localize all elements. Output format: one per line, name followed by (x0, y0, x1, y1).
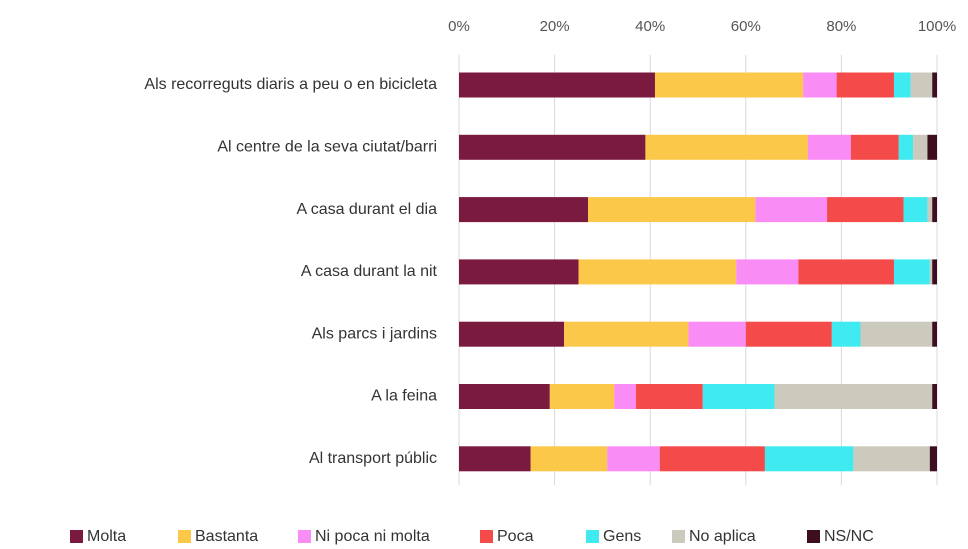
bar-segment (549, 384, 615, 409)
bar-segment (927, 197, 933, 223)
bar-segment (578, 259, 737, 285)
bar-segment (614, 384, 636, 409)
bar-segment (929, 446, 937, 472)
x-tick-label: 100% (918, 18, 956, 35)
category-label: Al centre de la seva ciutat/barri (217, 139, 437, 156)
legend-swatch (480, 530, 493, 543)
bar-segment (530, 446, 608, 472)
bar-segment (893, 259, 930, 285)
legend-label: No aplica (689, 528, 756, 545)
x-tick-label: 0% (448, 18, 470, 35)
legend-label: Molta (87, 528, 126, 545)
bar-segment (836, 72, 894, 98)
category-label: Al transport públic (309, 450, 437, 467)
bar-segment (745, 321, 832, 347)
bar-segment (459, 321, 565, 347)
legend-swatch (672, 530, 685, 543)
category-label: Als parcs i jardins (312, 325, 437, 342)
bar-segment (635, 384, 703, 409)
bar-segment (932, 321, 937, 347)
category-label: A casa durant el dia (296, 201, 437, 218)
bar-segment (910, 72, 933, 98)
bar-segment (702, 384, 775, 409)
legend-swatch (586, 530, 599, 543)
bar-segment (755, 197, 828, 223)
x-tick-label: 60% (731, 18, 761, 35)
bar-segment (774, 384, 933, 409)
bar-segment (803, 72, 837, 98)
bar-segment (459, 259, 579, 285)
bar-segment (736, 259, 799, 285)
bar-segment (459, 134, 646, 160)
bar-segment (903, 197, 928, 223)
bar-segment (850, 134, 899, 160)
bar-segment (827, 197, 904, 223)
bar-segment (607, 446, 660, 472)
legend-label: Gens (603, 528, 641, 545)
category-label: A la feina (371, 388, 437, 405)
legend-swatch (70, 530, 83, 543)
bar-segment (459, 197, 589, 223)
bar-segment (764, 446, 854, 472)
bar-segment (853, 446, 930, 472)
bar-segment (932, 197, 937, 223)
bar-segment (860, 321, 933, 347)
category-label: A casa durant la nit (301, 263, 438, 280)
bar-segment (929, 259, 933, 285)
legend-label: Ni poca ni molta (315, 528, 430, 545)
legend-label: NS/NC (824, 528, 874, 545)
bar-segment (459, 446, 531, 472)
bar-segment (459, 384, 550, 409)
bar-segment (564, 321, 689, 347)
bar-segment (932, 259, 937, 285)
legend-swatch (298, 530, 311, 543)
bar-segment (893, 72, 911, 98)
bar-segment (913, 134, 928, 160)
bar-segment (459, 72, 655, 98)
bar-segment (807, 134, 851, 160)
x-tick-label: 20% (540, 18, 570, 35)
category-label: Als recorreguts diaris a peu o en bicicl… (144, 76, 437, 93)
legend-label: Bastanta (195, 528, 258, 545)
legend-label: Poca (497, 528, 534, 545)
bar-segment (654, 72, 804, 98)
bar-segment (645, 134, 808, 160)
x-tick-label: 40% (635, 18, 665, 35)
bar-segment (588, 197, 756, 223)
bar-segment (659, 446, 765, 472)
bar-segment (831, 321, 861, 347)
bar-segment (688, 321, 746, 347)
bar-segment (932, 72, 937, 98)
legend-swatch (807, 530, 820, 543)
bar-segment (927, 134, 937, 160)
bar-segment (898, 134, 914, 160)
x-tick-label: 80% (826, 18, 856, 35)
bar-segment (798, 259, 894, 285)
bar-segment (932, 384, 937, 409)
legend-swatch (178, 530, 191, 543)
